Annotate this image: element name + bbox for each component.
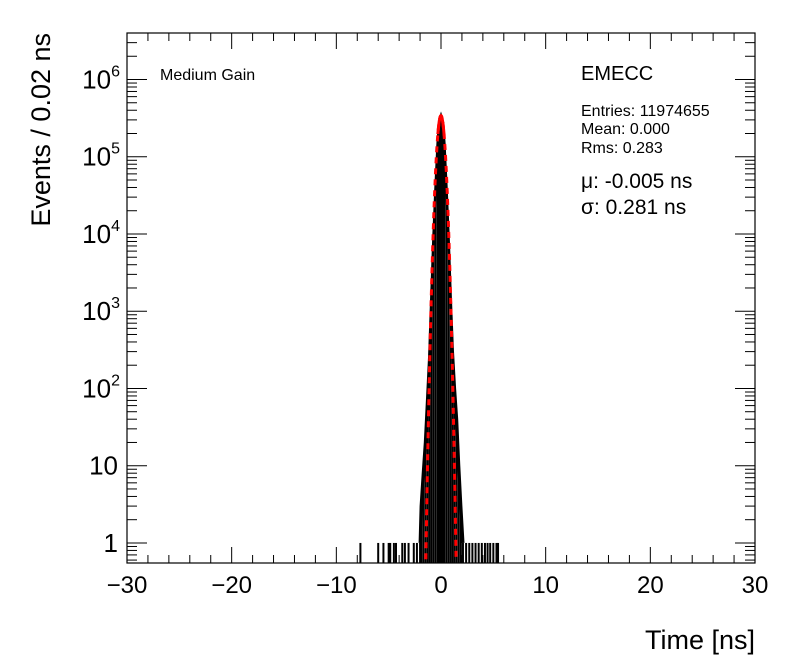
y-tick-label: 102 bbox=[82, 372, 120, 403]
y-tick-label: 10 bbox=[89, 451, 118, 481]
y-axis-label: Events / 0.02 ns bbox=[26, 33, 56, 227]
stats-title: EMECC bbox=[581, 63, 653, 85]
fit-sigma: σ: 0.281 ns bbox=[581, 196, 686, 219]
x-tick-label: 10 bbox=[532, 572, 559, 599]
series-layer bbox=[359, 111, 500, 563]
fit-curve bbox=[436, 114, 446, 136]
gain-label: Medium Gain bbox=[160, 67, 255, 84]
stats-rms: Rms: 0.283 bbox=[581, 140, 663, 157]
x-tick-label: 0 bbox=[434, 572, 447, 599]
y-tick-labels: 1 10 102 103 104 105 106 bbox=[82, 64, 120, 558]
x-tick-label: −20 bbox=[211, 572, 252, 599]
x-tick-label: −10 bbox=[316, 572, 357, 599]
x-tick-labels: −30 −20 −10 0 10 20 30 bbox=[107, 572, 769, 599]
stats-entries: Entries: 11974655 bbox=[581, 103, 710, 120]
x-tick-label: −30 bbox=[107, 572, 148, 599]
fit-mu: μ: -0.005 ns bbox=[581, 170, 692, 193]
y-tick-label: 105 bbox=[82, 141, 120, 172]
y-tick-label: 1 bbox=[104, 528, 118, 558]
stats-mean: Mean: 0.000 bbox=[581, 121, 670, 138]
x-tick-label: 30 bbox=[742, 572, 769, 599]
x-axis-label: Time [ns] bbox=[645, 625, 755, 655]
y-tick-label: 104 bbox=[82, 218, 120, 249]
y-tick-label: 103 bbox=[82, 295, 120, 326]
axis-ticks bbox=[126, 32, 756, 563]
x-tick-label: 20 bbox=[637, 572, 664, 599]
y-tick-label: 106 bbox=[82, 64, 120, 95]
